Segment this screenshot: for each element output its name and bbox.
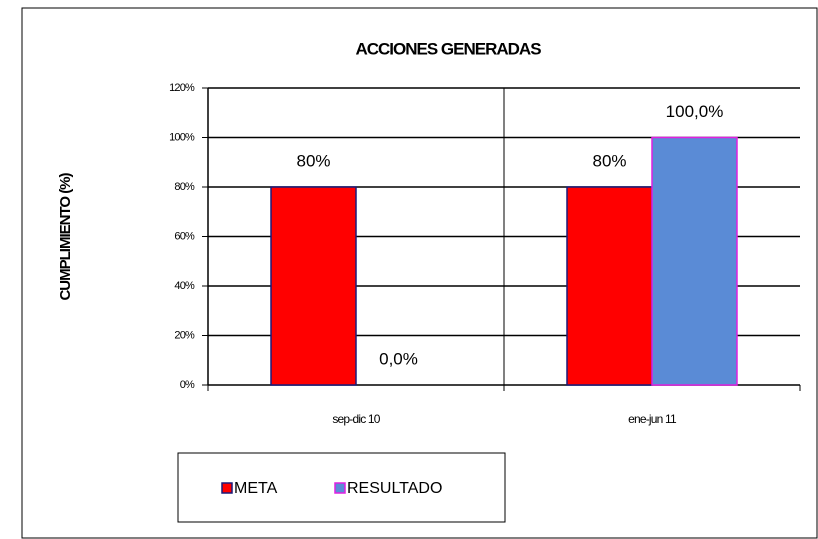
y-tick-label: 60% <box>174 230 195 242</box>
value-label: 100,0% <box>666 102 724 121</box>
legend-label: RESULTADO <box>347 480 442 497</box>
bar <box>566 186 653 386</box>
x-tick-label: sep-dic 10 <box>332 412 380 426</box>
y-tick-label: 120% <box>169 82 195 94</box>
legend-label: META <box>234 480 278 497</box>
value-label: 80% <box>592 151 626 170</box>
y-tick-label: 20% <box>174 329 195 341</box>
x-tick-label: ene-jun 11 <box>628 412 677 426</box>
bar <box>270 186 357 386</box>
bar <box>651 136 738 386</box>
y-tick-label: 40% <box>174 280 195 292</box>
y-axis-label: CUMPLIMIENTO (%) <box>57 172 74 300</box>
legend-swatch <box>334 482 346 494</box>
chart-title: ACCIONES GENERADAS <box>355 39 541 58</box>
y-tick-label: 0% <box>180 379 195 391</box>
legend-swatch <box>221 482 233 494</box>
y-tick-label: 100% <box>169 131 195 143</box>
value-label: 0,0% <box>379 349 418 368</box>
value-label: 80% <box>296 151 330 170</box>
y-tick-label: 80% <box>174 181 195 193</box>
